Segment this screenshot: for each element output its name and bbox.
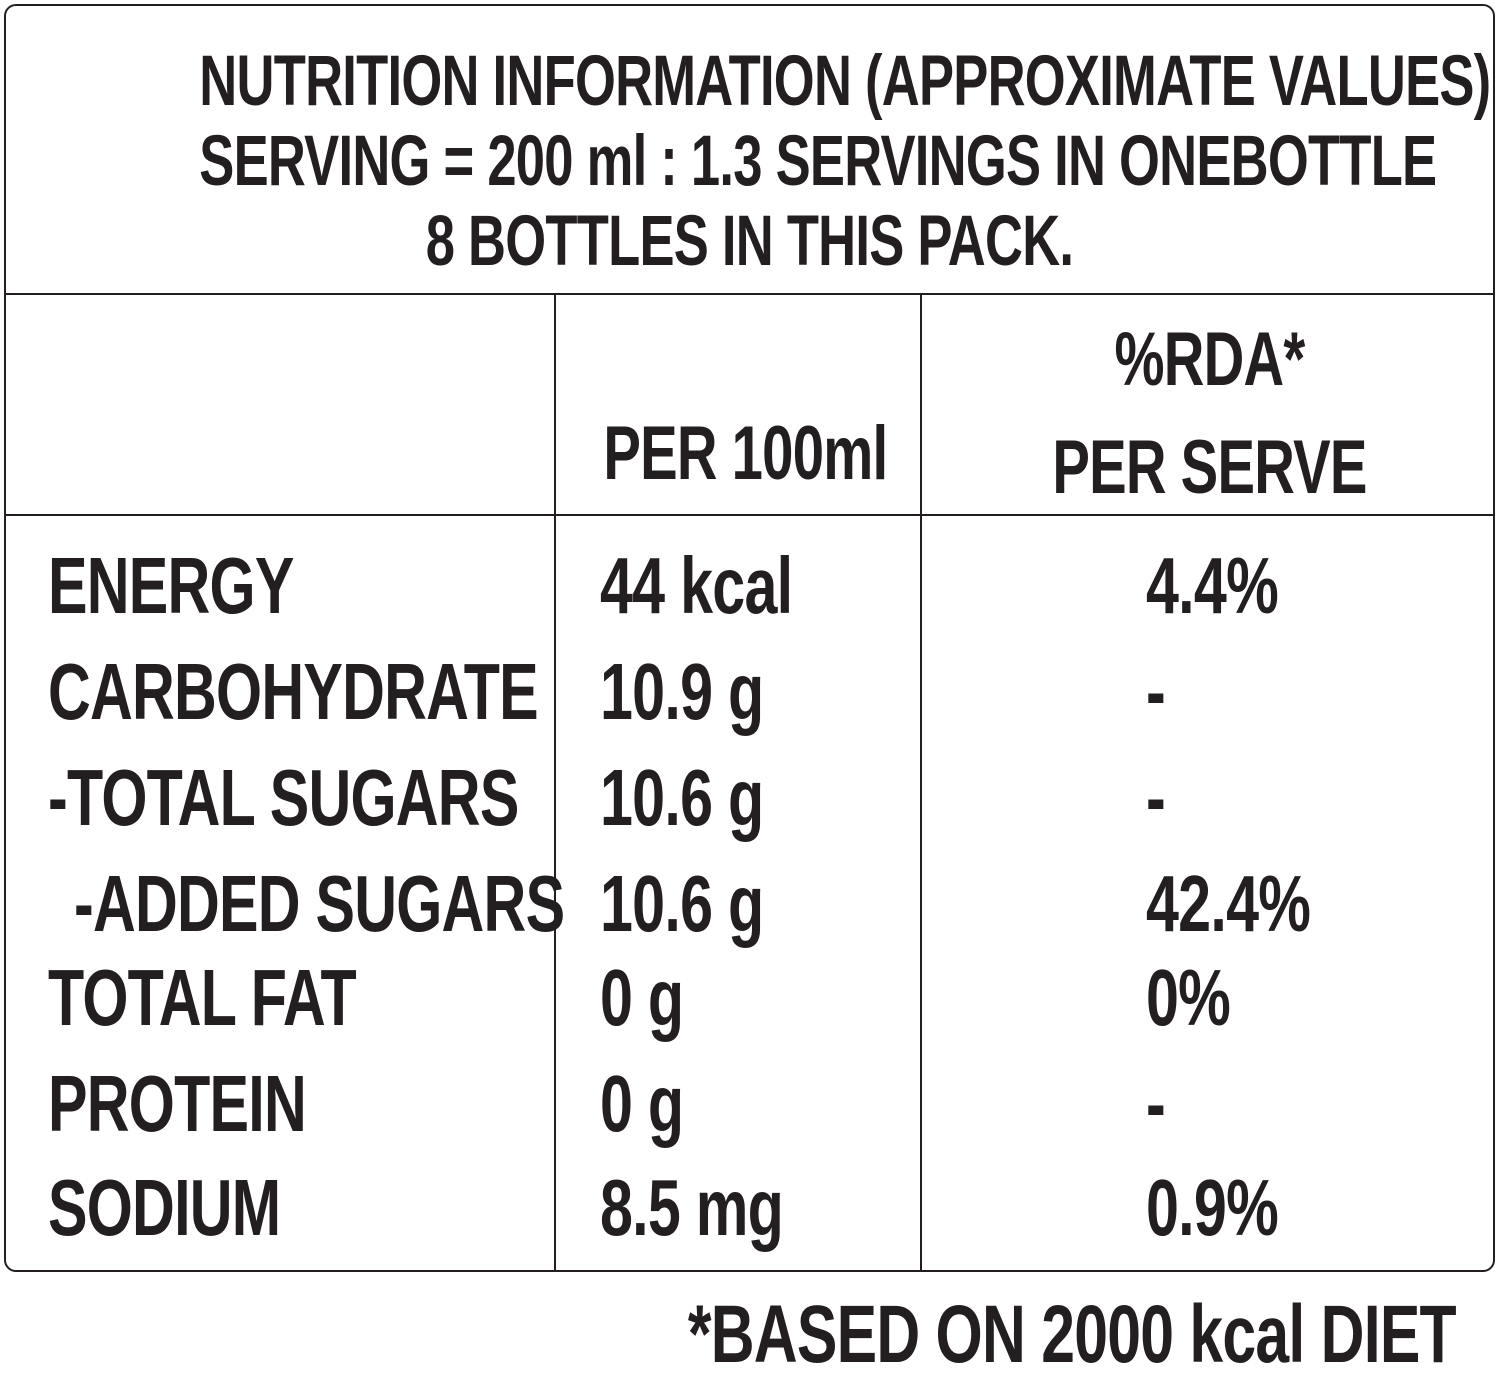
table-row: -TOTAL SUGARS 10.6 g - bbox=[6, 748, 1493, 848]
nutrient-name: -ADDED SUGARS bbox=[74, 859, 565, 948]
per-100ml-value: 44 kcal bbox=[600, 541, 793, 630]
per-100ml-value: 0 g bbox=[600, 1059, 684, 1148]
per-100ml-value: 8.5 mg bbox=[600, 1163, 784, 1252]
row-divider bbox=[6, 514, 1493, 516]
table-row: SODIUM 8.5 mg 0.9% bbox=[6, 1158, 1493, 1258]
column-header-rda-line1: %RDA* bbox=[1114, 317, 1305, 402]
serving-info: SERVING = 200 ml : 1.3 SERVINGS IN ONEBO… bbox=[199, 122, 1437, 201]
table-row: ENERGY 44 kcal 4.4% bbox=[6, 536, 1493, 636]
pack-info: 8 BOTTLES IN THIS PACK. bbox=[425, 202, 1074, 281]
column-header-rda-line2: PER SERVE bbox=[1052, 425, 1367, 510]
nutrient-name: ENERGY bbox=[48, 541, 294, 630]
header-title: NUTRITION INFORMATION (APPROXIMATE VALUE… bbox=[199, 42, 1491, 121]
table-row: CARBOHYDRATE 10.9 g - bbox=[6, 642, 1493, 742]
rda-value: 42.4% bbox=[1146, 859, 1311, 948]
column-divider bbox=[554, 295, 556, 1270]
rda-value: 0.9% bbox=[1146, 1163, 1279, 1252]
nutrient-name: TOTAL FAT bbox=[48, 953, 357, 1042]
table-row: TOTAL FAT 0 g 0% bbox=[6, 948, 1493, 1048]
rda-value: 4.4% bbox=[1146, 541, 1279, 630]
column-header-per-100ml: PER 100ml bbox=[603, 411, 888, 496]
per-100ml-value: 10.6 g bbox=[600, 859, 764, 948]
nutrient-name: SODIUM bbox=[48, 1163, 281, 1252]
nutrient-name: PROTEIN bbox=[48, 1059, 307, 1148]
per-100ml-value: 10.9 g bbox=[600, 647, 764, 736]
per-100ml-value: 0 g bbox=[600, 953, 684, 1042]
table-row: -ADDED SUGARS 10.6 g 42.4% bbox=[6, 854, 1493, 954]
rda-value: - bbox=[1146, 647, 1166, 736]
rda-value: - bbox=[1146, 753, 1166, 842]
column-divider bbox=[920, 295, 922, 1270]
rda-value: - bbox=[1146, 1059, 1166, 1148]
nutrient-name: -TOTAL SUGARS bbox=[48, 753, 519, 842]
nutrient-name: CARBOHYDRATE bbox=[48, 647, 539, 736]
rda-value: 0% bbox=[1146, 953, 1231, 1042]
table-header: NUTRITION INFORMATION (APPROXIMATE VALUE… bbox=[6, 6, 1493, 295]
per-100ml-value: 10.6 g bbox=[600, 753, 764, 842]
nutrition-table: NUTRITION INFORMATION (APPROXIMATE VALUE… bbox=[4, 4, 1495, 1272]
column-header-rda: %RDA* PER SERVE bbox=[997, 306, 1423, 522]
rda-footnote: *BASED ON 2000 kcal DIET bbox=[687, 1289, 1457, 1380]
table-row: PROTEIN 0 g - bbox=[6, 1054, 1493, 1154]
